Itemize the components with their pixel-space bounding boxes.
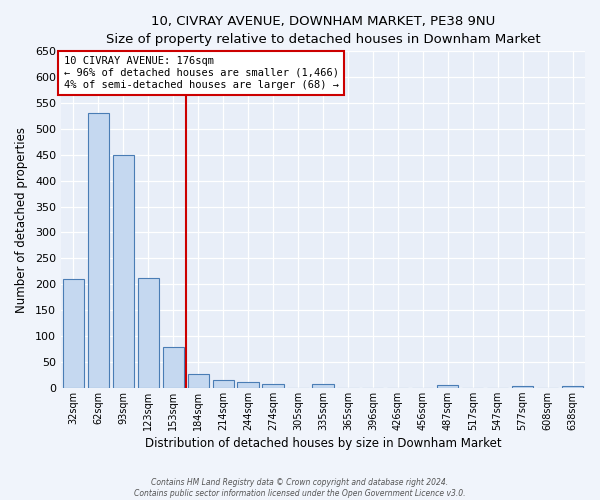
Bar xyxy=(313,384,334,388)
Title: 10, CIVRAY AVENUE, DOWNHAM MARKET, PE38 9NU
Size of property relative to detache: 10, CIVRAY AVENUE, DOWNHAM MARKET, PE38 … xyxy=(106,15,540,46)
Bar xyxy=(63,279,84,388)
Bar xyxy=(238,382,259,388)
Bar xyxy=(113,155,134,388)
Bar xyxy=(437,385,458,388)
Bar xyxy=(163,348,184,388)
Y-axis label: Number of detached properties: Number of detached properties xyxy=(15,126,28,312)
Text: Contains HM Land Registry data © Crown copyright and database right 2024.
Contai: Contains HM Land Registry data © Crown c… xyxy=(134,478,466,498)
X-axis label: Distribution of detached houses by size in Downham Market: Distribution of detached houses by size … xyxy=(145,437,501,450)
Bar xyxy=(262,384,284,388)
Bar xyxy=(88,114,109,388)
Text: 10 CIVRAY AVENUE: 176sqm
← 96% of detached houses are smaller (1,466)
4% of semi: 10 CIVRAY AVENUE: 176sqm ← 96% of detach… xyxy=(64,56,338,90)
Bar xyxy=(188,374,209,388)
Bar xyxy=(512,386,533,388)
Bar xyxy=(137,278,159,388)
Bar xyxy=(562,386,583,388)
Bar xyxy=(212,380,234,388)
